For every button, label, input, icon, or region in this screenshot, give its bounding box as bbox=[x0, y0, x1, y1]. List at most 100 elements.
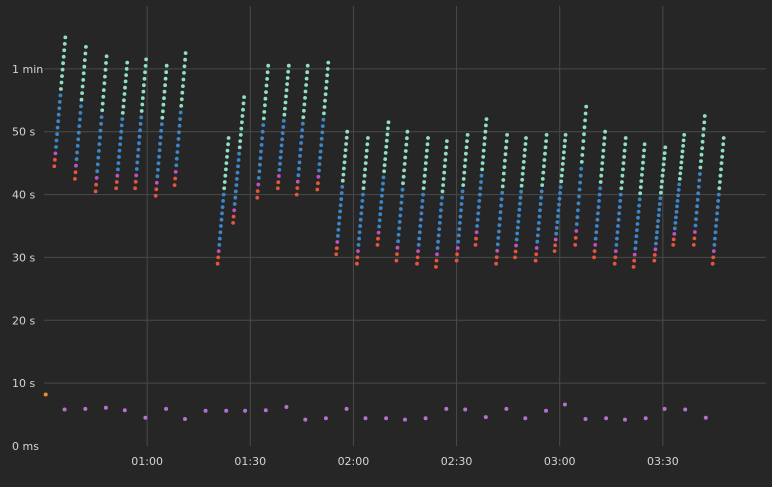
data-point bbox=[523, 142, 528, 146]
data-point bbox=[164, 70, 169, 75]
data-point bbox=[654, 236, 659, 240]
data-point bbox=[261, 116, 266, 121]
data-point bbox=[700, 139, 705, 144]
data-point bbox=[716, 199, 721, 203]
data-point bbox=[556, 208, 561, 213]
data-point bbox=[711, 249, 716, 254]
data-point bbox=[383, 151, 388, 155]
data-point bbox=[538, 202, 543, 206]
data-point bbox=[264, 83, 269, 88]
data-point bbox=[581, 139, 586, 144]
data-point bbox=[516, 219, 521, 224]
data-point bbox=[120, 117, 125, 121]
data-point bbox=[240, 120, 244, 125]
data-point bbox=[482, 136, 487, 140]
data-point bbox=[99, 115, 104, 119]
data-point bbox=[641, 160, 645, 165]
data-point bbox=[681, 138, 686, 143]
data-point bbox=[399, 200, 404, 205]
data-point bbox=[378, 212, 383, 217]
data-point bbox=[155, 174, 160, 179]
data-point bbox=[593, 243, 598, 247]
data-point bbox=[614, 243, 619, 247]
data-point bbox=[475, 224, 479, 228]
data-point bbox=[700, 146, 704, 151]
data-point bbox=[415, 255, 420, 260]
data-point bbox=[476, 205, 481, 210]
data-point bbox=[340, 178, 345, 183]
data-point bbox=[542, 164, 546, 169]
data-point bbox=[157, 154, 161, 159]
data-point bbox=[719, 161, 724, 166]
data-point bbox=[94, 182, 98, 187]
data-point bbox=[337, 221, 341, 226]
data-point bbox=[416, 243, 421, 247]
data-point bbox=[382, 163, 387, 168]
data-point bbox=[316, 181, 320, 186]
data-point bbox=[177, 123, 182, 128]
data-point bbox=[474, 230, 479, 235]
data-point bbox=[537, 214, 542, 219]
data-point bbox=[56, 112, 61, 117]
data-point bbox=[283, 100, 288, 105]
data-point bbox=[561, 156, 566, 161]
data-point bbox=[322, 111, 326, 116]
data-point bbox=[657, 202, 662, 206]
data-point bbox=[676, 188, 681, 192]
data-point bbox=[560, 167, 565, 172]
data-point bbox=[100, 108, 105, 113]
data-point bbox=[714, 224, 718, 228]
data-point bbox=[515, 225, 520, 230]
data-point bbox=[233, 189, 238, 194]
data-point bbox=[583, 118, 587, 123]
data-point bbox=[579, 166, 584, 171]
data-point bbox=[641, 154, 646, 159]
data-point bbox=[136, 147, 141, 152]
data-point bbox=[584, 104, 589, 109]
data-point bbox=[563, 133, 568, 137]
bottom-data-point bbox=[224, 408, 229, 413]
data-point bbox=[219, 217, 224, 222]
data-point bbox=[136, 154, 140, 159]
data-point bbox=[360, 199, 365, 203]
data-point bbox=[542, 158, 547, 162]
data-point bbox=[622, 148, 627, 153]
data-point bbox=[500, 190, 505, 195]
data-point bbox=[562, 150, 566, 155]
data-point bbox=[278, 161, 282, 166]
data-point bbox=[582, 132, 586, 137]
data-point bbox=[263, 96, 268, 101]
data-point bbox=[581, 146, 585, 151]
x-tick-label: 01:30 bbox=[234, 455, 266, 468]
data-point bbox=[143, 70, 147, 75]
data-point bbox=[621, 167, 625, 172]
data-point bbox=[713, 230, 718, 235]
data-point bbox=[334, 246, 339, 251]
data-point bbox=[280, 137, 285, 142]
data-point bbox=[655, 230, 659, 235]
data-point bbox=[442, 164, 447, 169]
data-point bbox=[460, 189, 465, 194]
data-point bbox=[417, 236, 422, 241]
data-point bbox=[154, 187, 159, 192]
bottom-data-point bbox=[623, 417, 627, 422]
data-point bbox=[480, 161, 485, 166]
data-point bbox=[555, 220, 560, 225]
data-point bbox=[221, 199, 226, 203]
data-point bbox=[259, 149, 263, 154]
data-point bbox=[636, 215, 640, 220]
data-point bbox=[699, 152, 704, 157]
data-point bbox=[574, 222, 579, 227]
data-point bbox=[599, 167, 604, 172]
x-tick-label: 03:00 bbox=[544, 455, 576, 468]
data-point bbox=[475, 217, 480, 222]
data-point bbox=[438, 214, 443, 219]
data-point bbox=[183, 51, 188, 55]
data-point bbox=[642, 148, 646, 153]
data-point bbox=[652, 253, 657, 257]
data-point bbox=[494, 261, 498, 266]
data-point bbox=[403, 149, 408, 153]
data-point bbox=[299, 141, 303, 145]
bottom-data-point bbox=[562, 402, 567, 407]
data-point bbox=[693, 230, 697, 234]
